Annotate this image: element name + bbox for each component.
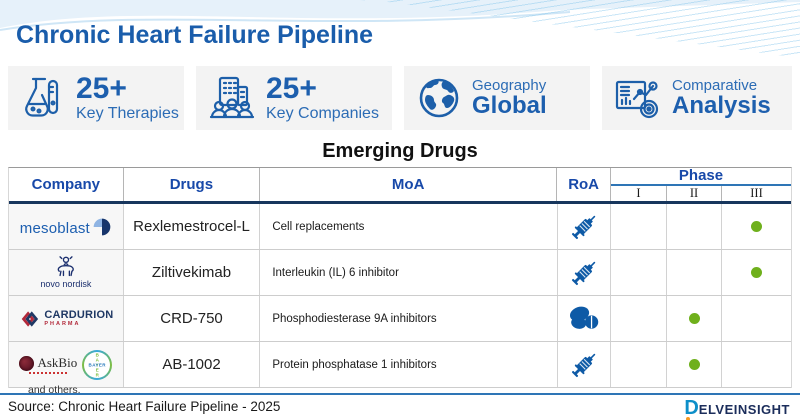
phase-dot [751,221,763,232]
companies-icon [209,76,255,119]
company-logo-mesoblast: mesoblast [9,204,124,249]
stat-comparative-analysis: Comparative Analysis [602,66,792,130]
stat-key-companies: 25+ Key Companies [196,66,392,130]
novo-nordisk-bull-icon [57,256,74,277]
bayer-horizontal-wordmark: BAYER [88,362,106,367]
moa-text: Cell replacements [260,204,558,249]
mesoblast-wordmark: mesoblast [19,219,90,237]
drug-name: CRD-750 [124,296,261,341]
moa-text: Phosphodiesterase 9A inhibitors [260,296,558,341]
stat-value: 25+ [266,71,317,105]
table-title: Emerging Drugs [322,140,478,162]
phase-2-cell [667,296,723,341]
syringe-icon [558,250,612,295]
column-header-drugs: Drugs [124,168,261,201]
phase-2-cell [667,204,723,249]
askbio-subtext-decoration [29,372,68,374]
drug-name: AB-1002 [124,342,261,387]
company-logo-novo-nordisk: novo nordisk [9,250,124,295]
table-row: CARDURION PHARMA CRD-750 Phosphodiestera… [9,296,791,342]
table-row: AskBio BAYER BAYER AB-1002 Protein phosp… [9,342,791,388]
page-title: Chronic Heart Failure Pipeline [16,21,374,49]
phase-1-cell [611,250,668,295]
globe-icon [419,78,459,118]
stat-label: Key Therapies [76,105,179,123]
table-header-row: Company Drugs MoA RoA Phase I II III [9,168,792,204]
diagonal-lines-decoration [360,0,800,58]
source-text: Source: Chronic Heart Failure Pipeline -… [8,399,281,414]
novo-nordisk-wordmark: novo nordisk [40,279,92,289]
drug-name: Rexlemestrocel-L [124,204,261,249]
phase-3-cell [722,342,791,387]
syringe-icon [558,342,612,387]
stat-key-therapies: 25+ Key Therapies [8,66,184,130]
stat-label: Key Companies [266,105,379,123]
company-logo-askbio-bayer: AskBio BAYER BAYER [9,342,124,387]
stats-row: 25+ Key Therapies 25+ Key Companies [8,66,792,130]
phase-3-cell [722,204,791,249]
phase-dot [688,359,700,370]
pills-icon [558,296,612,341]
stat-value: Global [472,92,547,120]
delveinsight-wordmark: ELVEINSIGHT [698,402,790,417]
moa-text: Interleukin (IL) 6 inhibitor [260,250,558,295]
cardurion-subtext: PHARMA [44,320,81,327]
stat-label: Comparative [672,76,758,94]
column-header-roa: RoA [557,168,612,201]
phase-subcolumn-2: II [667,186,723,201]
flask-icon [25,77,59,117]
table-row: mesoblast Rexlemestrocel-L Cell replacem… [9,204,791,250]
phase-2-cell [667,250,723,295]
stat-label: Geography [472,76,547,94]
phase-1-cell [611,296,668,341]
syringe-icon [558,204,612,249]
table-row: novo nordisk Ziltivekimab Interleukin (I… [9,250,791,296]
askbio-wordmark: AskBio [37,355,78,370]
analysis-icon [615,80,659,119]
phase-label: Phase [611,168,792,186]
phase-dot [688,313,700,324]
cardurion-logo-icon [22,310,39,327]
footer-divider [0,393,800,395]
moa-text: Protein phosphatase 1 inhibitors [260,342,558,387]
askbio-logo-icon [19,355,35,371]
phase-subcolumn-3: III [750,186,763,200]
column-header-company: Company [9,168,124,201]
phase-3-cell [722,250,791,295]
emerging-drugs-table: Company Drugs MoA RoA Phase I II III mes… [8,167,792,388]
bayer-vertical-wordmark: BAYER [94,352,100,377]
drug-name: Ziltivekimab [124,250,261,295]
phase-2-cell [667,342,723,387]
phase-subcolumns: I II III [611,186,791,201]
bayer-logo-icon: BAYER BAYER [82,349,113,380]
phase-3-cell [722,296,791,341]
delveinsight-logo: D ELVEINSIGHT [684,397,790,420]
column-header-moa: MoA [260,168,558,201]
phase-subcolumn-1: I [611,186,668,201]
mesoblast-logo-icon [93,218,111,235]
phase-1-cell [611,342,668,387]
stat-value: 25+ [76,71,127,105]
delveinsight-d-icon: D [684,397,699,420]
stat-value: Analysis [672,92,771,120]
phase-1-cell [611,204,668,249]
cardurion-wordmark: CARDURION [44,308,114,321]
stat-geography: Geography Global [404,66,590,130]
phase-dot [751,267,763,278]
company-logo-cardurion: CARDURION PHARMA [9,296,124,341]
column-header-phase: Phase I II III [611,168,792,201]
